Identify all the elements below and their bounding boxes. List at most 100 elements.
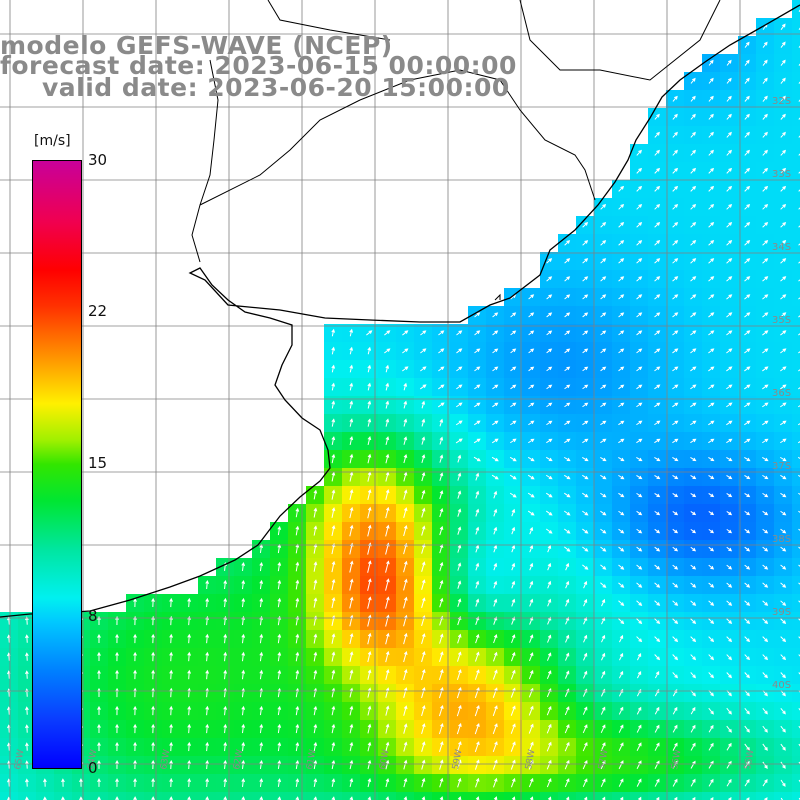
wind-arrow [654,384,661,390]
wind-cell [792,36,800,55]
wind-arrow [277,741,282,752]
wind-arrow [403,524,408,537]
wind-arrow [473,438,481,444]
wind-arrow [545,510,553,516]
wind-arrow [295,651,300,662]
wind-arrow [439,472,444,481]
wind-arrow [528,312,535,318]
wind-arrow [690,528,697,534]
wind-arrow [277,796,282,800]
wind-arrow [600,670,606,679]
wind-arrow [546,420,553,426]
wind-arrow [672,475,679,480]
wind-arrow [492,384,499,390]
wind-arrow [510,741,516,752]
wind-arrow [582,312,589,318]
wind-arrow [403,723,408,734]
wind-arrow [385,400,390,409]
wind-cell [630,792,649,800]
wind-arrow [726,221,733,228]
wind-arrow [744,778,750,787]
wind-arrow [690,95,696,102]
wind-arrow [582,564,589,570]
wind-arrow [259,760,264,770]
wind-arrow [600,564,607,570]
wind-arrow [780,582,787,588]
wind-cell [540,792,559,800]
wind-arrow [187,759,191,770]
wind-arrow [618,492,625,498]
wind-cell [270,792,289,800]
wind-arrow [744,41,750,48]
wind-arrow [726,778,732,787]
wind-arrow [223,778,228,787]
colorbar-tick: 15 [88,454,108,472]
wind-arrow [241,723,246,734]
wind-arrow [690,77,696,84]
wind-arrow [600,384,607,390]
wind-arrow [438,686,444,699]
wind-arrow [708,348,715,354]
wind-arrow [528,669,534,680]
latitude-label: 38S [772,534,791,545]
wind-arrow [744,456,751,462]
wind-arrow [764,797,768,800]
wind-arrow [547,580,552,589]
wind-arrow [169,741,173,752]
wind-arrow [744,366,751,372]
wind-cell [792,0,800,19]
wind-arrow [780,797,783,800]
wind-arrow [744,59,750,66]
wind-cell [450,792,469,800]
wind-arrow [636,636,643,643]
wind-arrow [385,759,390,770]
wind-arrow [708,312,715,318]
wind-arrow [600,706,606,715]
wind-cell [324,792,343,800]
wind-cell [792,522,800,541]
wind-arrow [187,669,192,680]
wind-arrow [115,723,119,734]
wind-arrow [618,742,624,752]
wind-arrow [565,796,570,800]
wind-arrow [277,723,282,734]
wind-arrow [349,471,354,482]
wind-arrow [582,240,589,246]
wind-arrow [223,633,228,644]
wind-arrow [708,493,715,498]
wind-arrow [492,366,499,372]
wind-arrow [708,276,715,282]
wind-cell [144,792,163,800]
wind-arrow [672,113,678,120]
colorbar-tick-max: 30 [88,151,108,169]
wind-arrow [744,384,751,390]
wind-arrow [169,705,173,716]
wind-arrow [726,600,733,606]
longitude-label: 55W [743,749,756,771]
wind-arrow [331,778,336,787]
longitude-label: 63W [159,749,172,771]
wind-arrow [133,633,137,644]
wind-arrow [510,348,517,354]
wind-arrow [762,348,769,354]
wind-cell [792,72,800,91]
wind-arrow [403,596,408,609]
wind-arrow [510,777,516,788]
wind-arrow [654,185,661,192]
wind-arrow [672,778,678,787]
wind-arrow [708,384,715,390]
wind-arrow [331,796,336,800]
wind-arrow [509,474,517,480]
wind-arrow [133,796,137,800]
wind-arrow [636,778,642,787]
wind-arrow [529,526,534,535]
wind-arrow [295,760,300,770]
wind-arrow [798,297,800,300]
wind-arrow [780,276,787,282]
wind-arrow [726,203,733,210]
wind-arrow [780,492,787,498]
wind-arrow [780,743,786,751]
wind-arrow [492,723,498,735]
wind-arrow [421,597,426,608]
